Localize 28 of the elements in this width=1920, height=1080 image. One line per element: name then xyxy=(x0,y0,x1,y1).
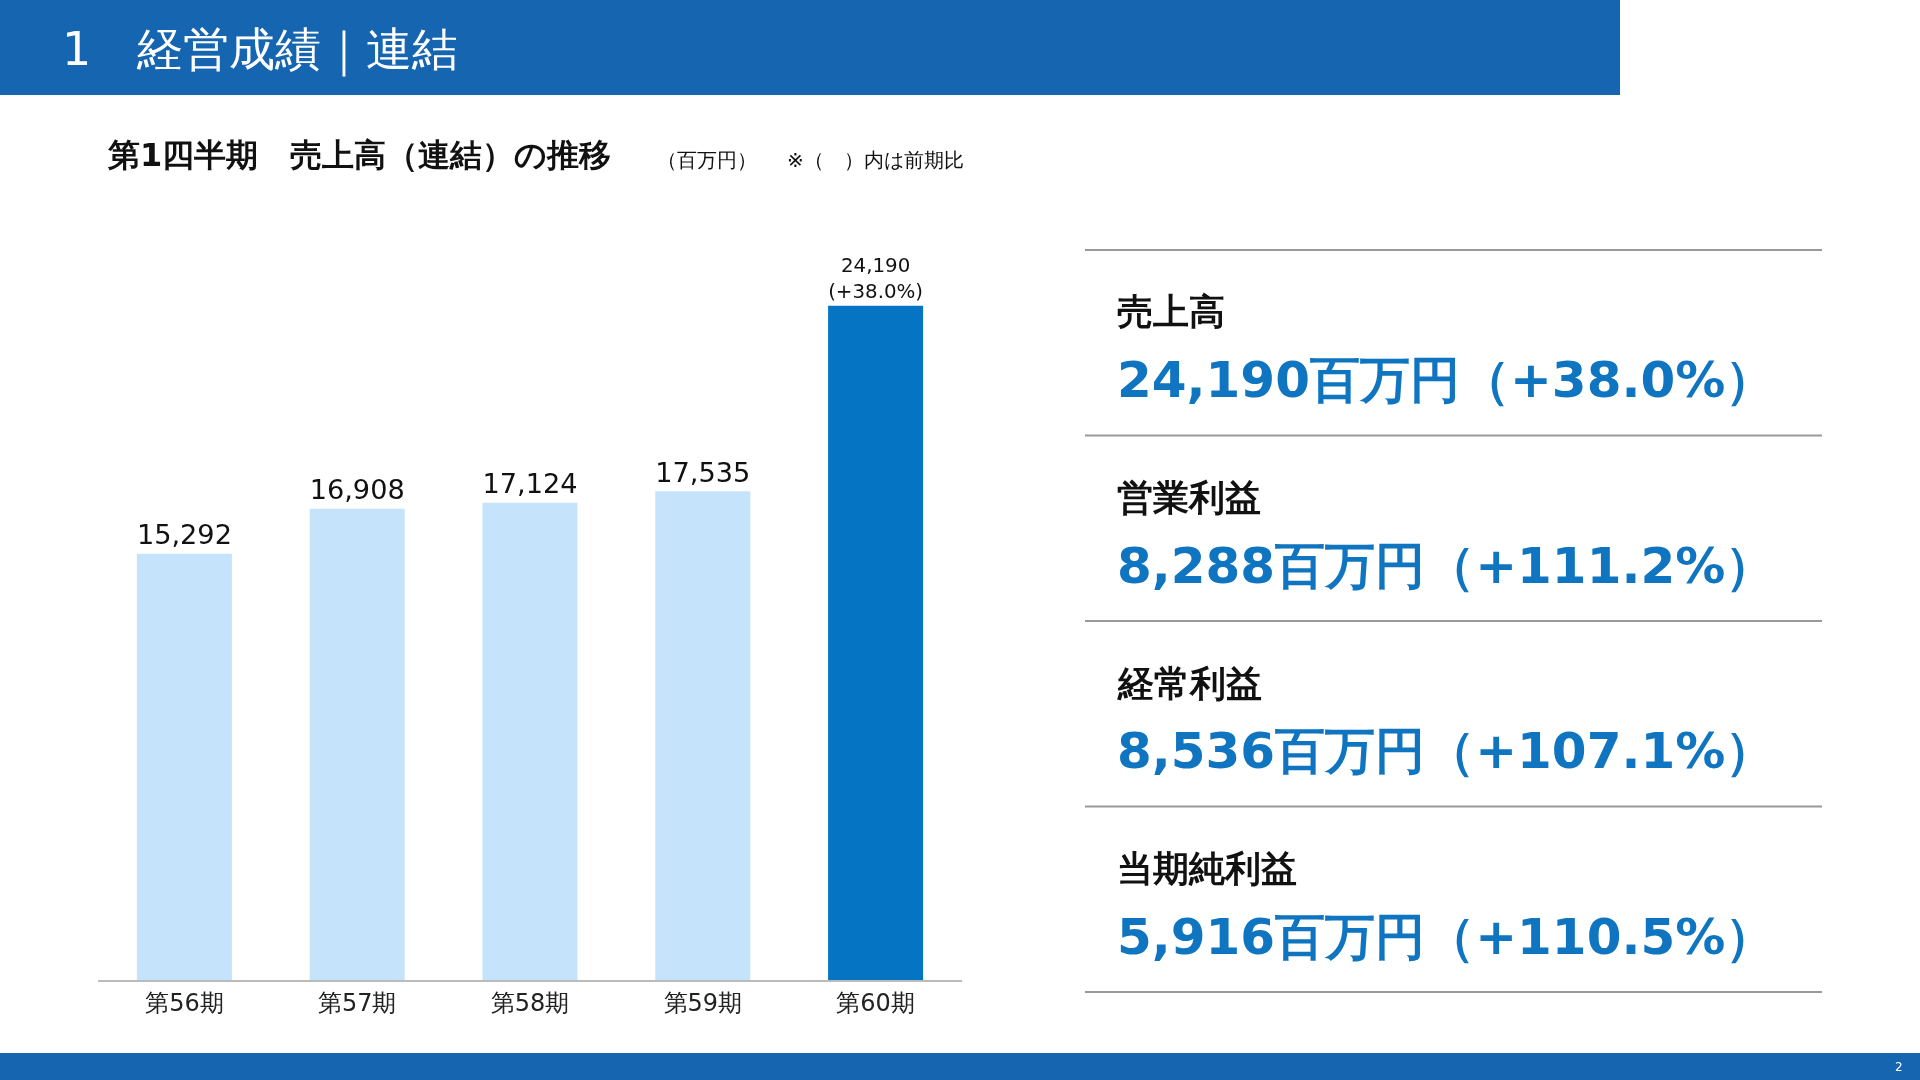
text: 営業利益 xyxy=(1117,477,1261,518)
data-label: 17,535 xyxy=(655,456,751,488)
data-label: 24,190 (+38.0%) xyxy=(828,254,924,303)
data-label: 16,908 xyxy=(309,474,405,506)
bar xyxy=(655,491,751,980)
text: ※（ ）内は前期比 xyxy=(787,148,964,172)
bar xyxy=(482,502,578,980)
x-tick-label: 第56期 xyxy=(145,988,224,1017)
x-tick-label: 第59期 xyxy=(663,988,743,1017)
bar xyxy=(828,305,924,980)
x-tick-label: 第60期 xyxy=(836,988,915,1017)
data-label: 17,124 xyxy=(482,468,578,500)
text: 経常利益 xyxy=(1117,663,1262,704)
chart-subtitle: （百万円） xyxy=(657,148,757,172)
bar xyxy=(136,553,232,980)
data-label: 15,292 xyxy=(136,519,232,551)
text: 24,190百万円（+38.0%） xyxy=(1117,351,1776,409)
text: 8,288百万円（+111.2%） xyxy=(1117,537,1776,595)
x-tick-label: 第57期 xyxy=(317,988,397,1017)
text: 5,916百万円（+110.5%） xyxy=(1117,908,1776,966)
x-tick-label: 第58期 xyxy=(490,988,570,1017)
text: 1 経営成績｜連結 xyxy=(62,22,459,77)
chart-title: 第1四半期 売上高（連結）の推移 xyxy=(107,136,612,174)
text: 売上高 xyxy=(1117,291,1225,332)
text: 2 xyxy=(1895,1060,1903,1074)
text: 当期純利益 xyxy=(1117,848,1297,889)
bar xyxy=(309,508,405,980)
text: 8,536百万円（+107.1%） xyxy=(1117,722,1776,780)
